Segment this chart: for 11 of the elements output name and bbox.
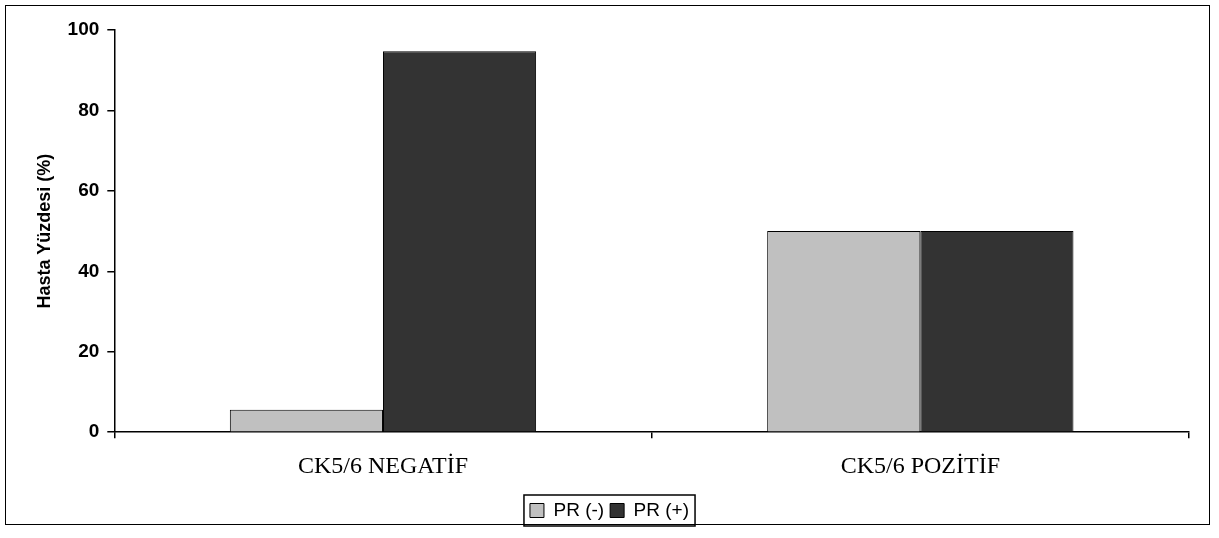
y-tick-label: 100 bbox=[67, 18, 100, 40]
y-tick-label: 0 bbox=[88, 420, 100, 442]
y-tick-label: 80 bbox=[78, 98, 100, 120]
y-axis-title: Hasta Yüzdesi (%) bbox=[33, 153, 54, 309]
legend-label: PR (+) bbox=[633, 498, 690, 520]
x-tick-label: CK5/6 POZİTİF bbox=[840, 451, 1000, 478]
y-tick-label: 20 bbox=[78, 339, 100, 361]
legend-label: PR (-) bbox=[553, 498, 605, 520]
y-tick-label: 60 bbox=[78, 179, 100, 201]
x-tick-label: CK5/6 NEGATİF bbox=[297, 451, 468, 478]
y-tick-label: 40 bbox=[78, 259, 100, 281]
